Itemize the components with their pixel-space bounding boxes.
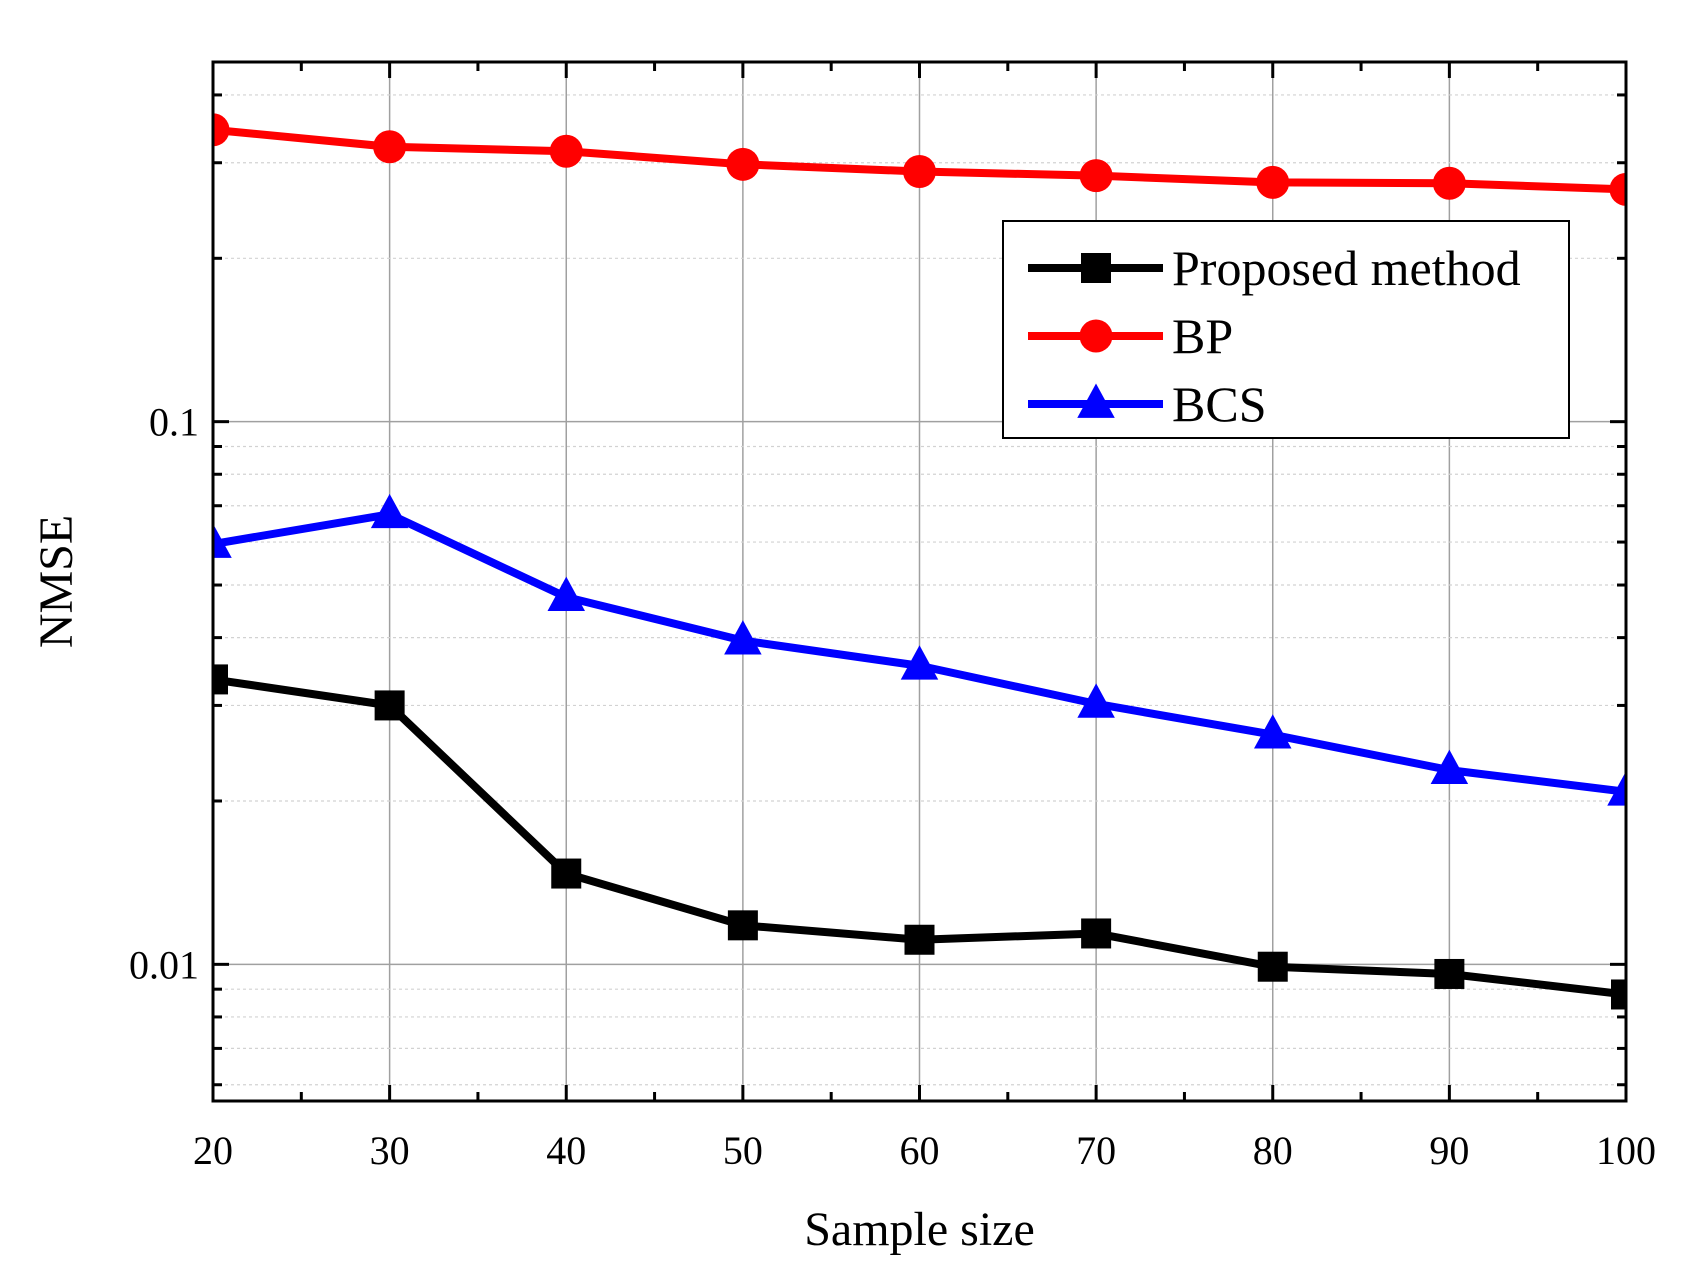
data-point-bcs [1077, 683, 1115, 718]
x-tick-label: 20 [193, 1128, 233, 1173]
data-point-proposed-method [1081, 918, 1112, 949]
data-point-bcs [547, 576, 585, 611]
x-tick-label: 80 [1253, 1128, 1293, 1173]
series-proposed-method [213, 664, 1626, 1010]
y-tick-label: 0.01 [129, 942, 199, 987]
legend-label-proposed-method: Proposed method [1172, 240, 1521, 296]
data-point-proposed-method [213, 664, 228, 695]
data-point-bp [373, 130, 407, 164]
x-tick-labels: 20 30 40 50 60 70 80 90 100 [193, 1128, 1656, 1173]
data-point-proposed-method [1257, 951, 1288, 982]
x-tick-label: 70 [1076, 1128, 1116, 1173]
data-point-bp [213, 113, 230, 147]
y-tick-label: 0.1 [149, 400, 199, 445]
x-tick-label: 30 [370, 1128, 410, 1173]
data-point-bcs [370, 493, 409, 529]
x-tick-label: 90 [1429, 1128, 1469, 1173]
data-point-proposed-method [374, 690, 405, 721]
data-point-bcs [724, 620, 762, 655]
x-tick-label: 60 [900, 1128, 940, 1173]
legend-label-bp: BP [1172, 308, 1233, 364]
legend-label-bcs: BCS [1172, 376, 1267, 432]
legend-marker-bcs [1077, 383, 1115, 418]
plot-frame [211, 60, 1628, 1103]
series-bp [213, 113, 1626, 206]
data-point-bp [903, 155, 936, 189]
data-point-bp [549, 134, 583, 168]
legend: Proposed method BP BCS [1002, 220, 1570, 439]
y-tick-labels: 0.1 0.01 [129, 400, 199, 988]
legend-marker-proposed-method [1081, 253, 1111, 283]
data-point-bcs [213, 523, 232, 558]
x-tick-label: 50 [723, 1128, 763, 1173]
data-point-bcs [1254, 714, 1292, 749]
data-point-bcs [1430, 749, 1469, 784]
data-point-proposed-method [1611, 979, 1626, 1010]
data-point-bp [1609, 172, 1626, 206]
data-point-bp [1432, 166, 1466, 200]
data-point-proposed-method [551, 858, 582, 889]
x-axis-title: Sample size [804, 1203, 1035, 1256]
y-axis-title: NMSE [30, 515, 83, 648]
data-point-bcs [1607, 771, 1626, 806]
data-point-bp [1079, 159, 1113, 193]
data-point-proposed-method [904, 924, 935, 955]
data-point-proposed-method [727, 910, 758, 941]
data-point-bp [726, 147, 760, 181]
series-bcs [213, 493, 1626, 806]
data-point-bp [1256, 165, 1290, 199]
x-tick-label: 100 [1596, 1128, 1656, 1173]
data-point-bcs [900, 645, 939, 680]
legend-marker-bp [1079, 319, 1113, 353]
x-tick-label: 40 [546, 1128, 586, 1173]
data-point-proposed-method [1434, 958, 1465, 989]
series-group [213, 113, 1626, 1010]
